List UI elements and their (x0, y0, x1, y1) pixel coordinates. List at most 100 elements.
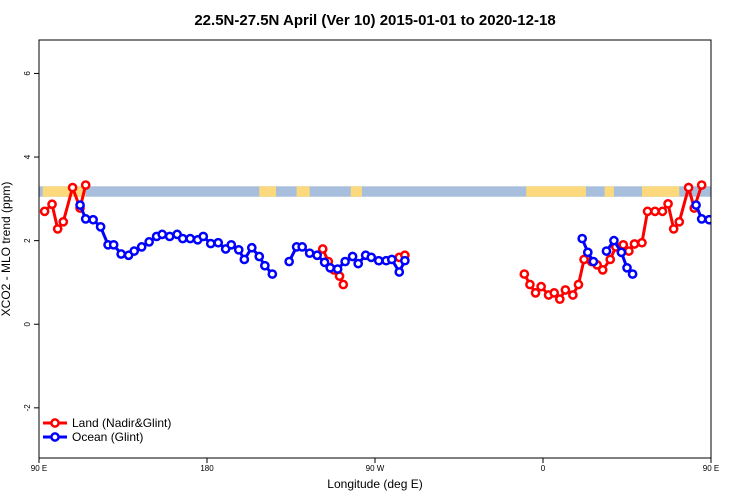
data-point (75, 200, 85, 210)
data-point (198, 231, 209, 242)
data-point (338, 279, 349, 290)
map-strip-land (259, 186, 277, 197)
data-point (108, 239, 119, 250)
data-point (80, 180, 91, 190)
data-point (67, 182, 78, 193)
y-tick-label: 4 (23, 154, 32, 159)
data-point (205, 238, 216, 249)
data-point (332, 264, 343, 274)
data-point (284, 256, 294, 267)
data-point (157, 229, 168, 240)
data-point (696, 214, 707, 224)
data-point (213, 237, 224, 248)
data-point (734, 250, 741, 257)
data-point (80, 214, 91, 224)
data-point (601, 246, 612, 256)
data-point (340, 256, 350, 267)
data-point (642, 206, 653, 217)
data-point (582, 247, 593, 258)
x-tick-label: 90 E (703, 464, 719, 473)
data-point (366, 252, 377, 263)
data-point (605, 254, 616, 265)
data-point (747, 247, 750, 254)
data-point (185, 233, 196, 244)
data-point (95, 221, 106, 232)
data-point (720, 241, 727, 248)
data-point (319, 257, 330, 268)
data-point (347, 251, 358, 262)
data-point (525, 279, 535, 290)
data-point (674, 216, 685, 227)
data-point (297, 242, 308, 252)
data-point (726, 241, 733, 248)
x-tick-label: 90 E (31, 464, 47, 473)
data-point (233, 244, 244, 255)
series-line (694, 204, 711, 224)
data-point (177, 233, 188, 244)
x-tick-label: 180 (200, 464, 214, 473)
x-tick-label: 90 W (366, 464, 385, 473)
data-point (577, 233, 588, 244)
series-ocean (75, 200, 750, 279)
y-tick-label: 0 (23, 321, 32, 326)
data-point (52, 224, 63, 234)
y-axis-label: XCO2 - MLO trend (ppm) (0, 182, 13, 317)
legend: Land (Nadir&Glint)Ocean (Glint) (43, 416, 171, 444)
map-strip-land (42, 186, 86, 197)
x-tick-label: 0 (541, 464, 546, 473)
map-strip (39, 186, 711, 197)
data-point (650, 206, 660, 217)
data-point (144, 237, 154, 247)
data-point (568, 290, 578, 300)
data-point (683, 182, 694, 193)
data-point (616, 247, 627, 258)
data-point (618, 239, 629, 250)
series-land (39, 180, 707, 305)
data-point (549, 288, 560, 298)
data-point (624, 246, 634, 256)
data-point (353, 258, 364, 269)
data-point (394, 267, 405, 277)
data-point (554, 294, 565, 305)
data-point (629, 239, 640, 249)
data-point (386, 254, 397, 265)
data-point (622, 262, 632, 273)
data-point (691, 200, 701, 210)
x-axis-label: Longitude (deg E) (327, 477, 422, 491)
data-point (627, 269, 638, 279)
data-point (136, 242, 147, 252)
map-strip-land (641, 186, 680, 197)
y-tick-label: 6 (23, 71, 32, 76)
data-point (668, 224, 679, 234)
chart-title: 22.5N-27.5N April (Ver 10) 2015-01-01 to… (194, 12, 555, 29)
data-point (536, 281, 546, 292)
data-point (696, 180, 707, 190)
legend-swatch-marker (50, 432, 60, 442)
data-point (129, 246, 140, 256)
legend-label: Land (Nadir&Glint) (72, 416, 171, 430)
data-point (317, 244, 328, 254)
data-point (519, 269, 530, 279)
data-point (58, 216, 69, 227)
y-tick-label: 2 (23, 238, 32, 243)
y-axis-ticks: -2 0 2 4 6 (23, 71, 39, 412)
data-point (260, 260, 270, 271)
y-tick-label: -2 (23, 404, 32, 412)
map-strip-ocean (39, 186, 711, 197)
map-strip-land (526, 186, 586, 197)
data-point (325, 262, 336, 273)
data-point (254, 251, 265, 262)
data-point (713, 223, 720, 230)
data-point (39, 206, 50, 217)
data-point (304, 248, 315, 259)
data-point (400, 255, 410, 266)
data-point (573, 279, 584, 290)
data-point (246, 242, 257, 253)
data-point (116, 249, 126, 259)
data-point (164, 231, 175, 242)
data-point (530, 288, 541, 298)
data-point (657, 206, 668, 217)
map-strip-land (350, 186, 362, 197)
data-point (47, 199, 57, 210)
